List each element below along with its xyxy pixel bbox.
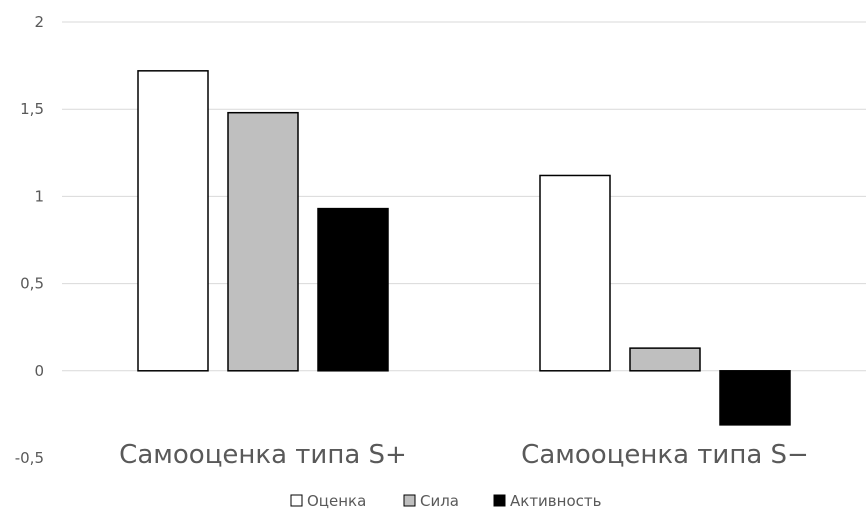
y-tick-label: 1,5: [20, 100, 44, 118]
y-tick-label: 0,5: [20, 275, 44, 293]
legend-label: Активность: [510, 492, 601, 510]
legend-label: Сила: [420, 492, 459, 510]
category-label: Самооценка типа S+: [119, 440, 407, 470]
bar-Активность-1: [719, 370, 791, 426]
legend-swatch: [290, 494, 303, 507]
bar-Сила-0: [227, 111, 299, 372]
legend-label: Оценка: [307, 492, 366, 510]
legend-swatch: [493, 494, 506, 507]
y-tick-label: 0: [34, 362, 44, 380]
y-axis-ticks: 2 1,5 1 0,5 0 -0,5: [15, 13, 44, 467]
category-label: Самооценка типа S−: [521, 440, 809, 470]
y-tick-label: 1: [34, 187, 44, 205]
bar-Оценка-0: [137, 70, 209, 372]
y-tick-label: 2: [34, 13, 44, 31]
category-label-background: [501, 431, 829, 465]
y-tick-label: -0,5: [15, 449, 44, 467]
legend-swatch: [403, 494, 416, 507]
bars: [137, 70, 791, 426]
category-label-background: [99, 431, 427, 465]
legend: Оценка Сила Активность: [290, 492, 601, 510]
bar-Активность-0: [317, 207, 389, 372]
bar-Оценка-1: [539, 174, 611, 372]
category-labels: Самооценка типа S+ Самооценка типа S−: [99, 431, 829, 470]
bar-Сила-1: [629, 347, 701, 372]
